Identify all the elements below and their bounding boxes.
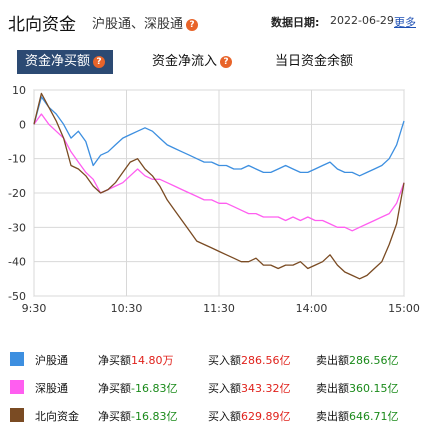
y-tick-label: 0 — [19, 118, 26, 131]
legend-swatch — [10, 380, 24, 394]
x-tick-label: 9:30 — [22, 302, 47, 315]
y-tick-label: -30 — [8, 221, 26, 234]
buy-label: 买入额 — [208, 354, 241, 367]
legend-net: 净买额14.80万 — [98, 352, 174, 368]
line-chart: 10 0 -10 -20 -30 -40 -50 9:30 10:30 11:30 14:00 15… — [8, 84, 420, 315]
tab-balance[interactable]: 当日资金余额 — [275, 50, 353, 74]
help-icon[interactable]: ? — [186, 18, 199, 31]
tab-net-buy-label: 资金净买额 — [25, 54, 91, 69]
tab-net-inflow-label: 资金净流入 — [152, 54, 218, 69]
legend-net: 净买额-16.83亿 — [98, 380, 177, 396]
tab-balance-label: 当日资金余额 — [275, 54, 354, 69]
y-tick-label: -10 — [8, 153, 26, 166]
help-icon[interactable]: ? — [220, 55, 233, 68]
net-label: 净买额 — [98, 354, 131, 367]
net-value: 14.80万 — [131, 354, 174, 367]
sell-value: 360.15亿 — [349, 382, 399, 395]
legend-row: 北向资金 净买额-16.83亿 买入额629.89亿 卖出额646.71亿 — [0, 404, 426, 432]
chart-grid — [33, 89, 405, 297]
net-value: -16.83亿 — [131, 382, 178, 395]
buy-value: 343.32亿 — [241, 382, 291, 395]
y-tick-label: -50 — [8, 290, 26, 303]
y-axis: 10 0 -10 -20 -30 -40 -50 — [8, 84, 26, 303]
legend-row: 沪股通 净买额14.80万 买入额286.56亿 卖出额286.56亿 — [0, 348, 426, 376]
buy-value: 629.89亿 — [241, 410, 291, 423]
tab-net-buy[interactable]: 资金净买额? — [17, 50, 114, 74]
legend-buy: 买入额286.56亿 — [208, 352, 291, 368]
y-tick-label: 10 — [12, 84, 26, 97]
sell-value: 646.71亿 — [349, 410, 399, 423]
series-line-沪股通 — [33, 96, 405, 177]
legend-sell: 卖出额360.15亿 — [316, 380, 399, 396]
legend-buy: 买入额343.32亿 — [208, 380, 291, 396]
more-link[interactable]: 更多 — [394, 16, 416, 29]
series-line-北向资金 — [33, 92, 405, 280]
date-label: 数据日期: — [271, 16, 320, 29]
x-tick-label: 11:30 — [203, 302, 235, 315]
header: 北向资金 沪股通、深股通? 数据日期: 2022-06-29 更多 — [0, 0, 426, 40]
sell-label: 卖出额 — [316, 354, 349, 367]
legend-name: 深股通 — [35, 382, 68, 395]
sell-label: 卖出额 — [316, 410, 349, 423]
net-value: -16.83亿 — [131, 410, 178, 423]
legend-name: 沪股通 — [35, 354, 68, 367]
y-tick-label: -40 — [8, 256, 26, 269]
page-title: 北向资金 — [8, 15, 76, 35]
legend-sell: 卖出额286.56亿 — [316, 352, 399, 368]
buy-label: 买入额 — [208, 410, 241, 423]
sell-label: 卖出额 — [316, 382, 349, 395]
legend-net: 净买额-16.83亿 — [98, 408, 177, 424]
net-label: 净买额 — [98, 410, 131, 423]
net-label: 净买额 — [98, 382, 131, 395]
legend-name: 北向资金 — [35, 410, 79, 423]
legend-sell: 卖出额646.71亿 — [316, 408, 399, 424]
x-tick-label: 10:30 — [111, 302, 143, 315]
legend-row: 深股通 净买额-16.83亿 买入额343.32亿 卖出额360.15亿 — [0, 376, 426, 404]
help-icon[interactable]: ? — [93, 55, 106, 68]
y-tick-label: -20 — [8, 187, 26, 200]
buy-label: 买入额 — [208, 382, 241, 395]
date-value: 2022-06-29 — [330, 14, 394, 27]
buy-value: 286.56亿 — [241, 354, 291, 367]
sell-value: 286.56亿 — [349, 354, 399, 367]
tab-net-inflow[interactable]: 资金净流入? — [152, 50, 233, 74]
subtitle: 沪股通、深股通? — [92, 13, 199, 32]
subtitle-text: 沪股通、深股通 — [92, 17, 184, 32]
legend-swatch — [10, 352, 24, 366]
tab-bar: 资金净买额? 资金净流入? 当日资金余额 — [0, 50, 426, 74]
x-tick-label: 14:00 — [296, 302, 328, 315]
series-line-深股通 — [33, 113, 405, 232]
x-tick-label: 15:00 — [388, 302, 420, 315]
legend-swatch — [10, 408, 24, 422]
series-lines — [33, 92, 405, 280]
legend-buy: 买入额629.89亿 — [208, 408, 291, 424]
x-axis: 9:30 10:30 11:30 14:00 15:00 — [22, 302, 420, 315]
